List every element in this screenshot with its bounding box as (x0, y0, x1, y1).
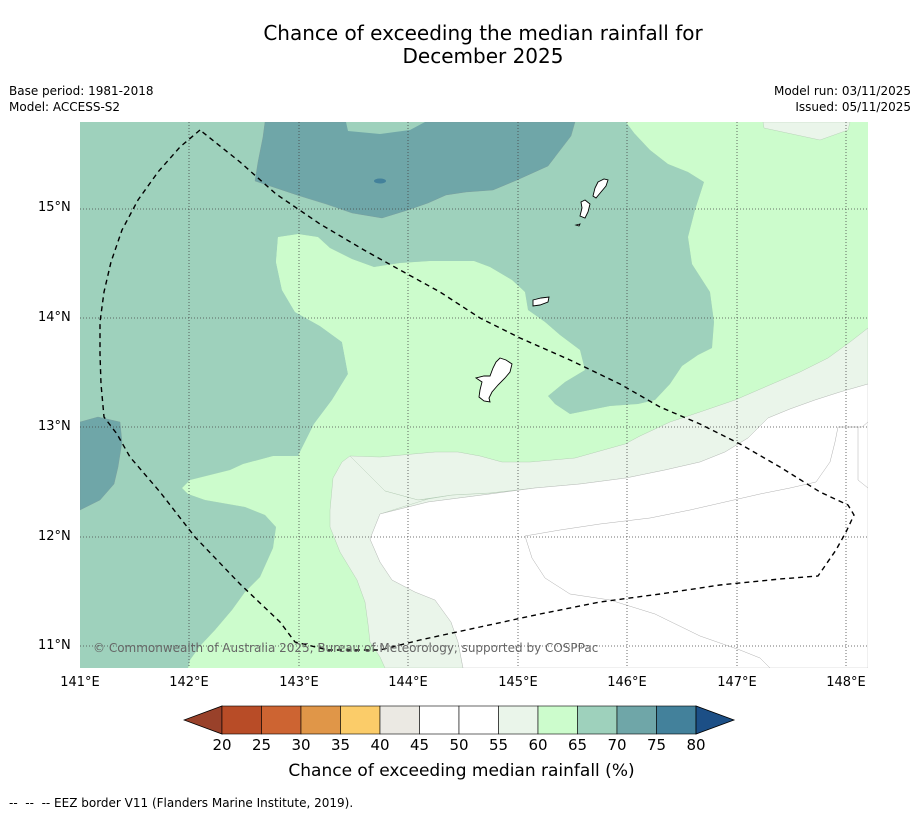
zone-70-75-west-b (80, 416, 123, 511)
issued-text: Issued: 05/11/2025 (795, 100, 911, 114)
copyright-text: © Commonwealth of Australia 2025, Bureau… (93, 641, 599, 655)
lon-label-141e: 141°E (60, 675, 100, 690)
colorbar-under-arrow (183, 705, 223, 735)
colorbar-tick-75: 75 (646, 736, 667, 754)
lon-label-148e: 148°E (826, 675, 866, 690)
lon-label-146e: 146°E (607, 675, 647, 690)
colorbar-swatch-30-35 (300, 705, 341, 735)
metadata-left: Base period: 1981-2018 Model: ACCESS-S2 (9, 83, 154, 115)
zone-45-55 (369, 383, 868, 668)
colorbar-tick-45: 45 (409, 736, 430, 754)
colorbar-label: Chance of exceeding median rainfall (%) (288, 761, 635, 781)
tinian-island (579, 199, 591, 219)
colorbar-swatch-40-45 (379, 705, 420, 735)
base-period-text: Base period: 1981-2018 (9, 84, 154, 98)
colorbar-tick-30: 30 (291, 736, 311, 754)
zone-inner-contour-b (857, 427, 868, 489)
zone-60-65-fill (182, 122, 868, 668)
colorbar-tick-25: 25 (251, 736, 272, 754)
colorbar-tick-55: 55 (488, 736, 509, 754)
zone-inner-contour (524, 421, 868, 668)
islands (474, 178, 609, 403)
model-text: Model: ACCESS-S2 (9, 100, 121, 114)
lat-label-11n: 11°N (38, 638, 71, 653)
colorbar-tick-35: 35 (330, 736, 351, 754)
colorbar-swatch-75-80 (656, 705, 697, 735)
colorbar-swatch-50-55 (458, 705, 499, 735)
lon-label-144e: 144°E (388, 675, 428, 690)
graticule (80, 122, 868, 668)
aguijan-island (574, 223, 581, 227)
colorbar-swatch-25-30 (261, 705, 302, 735)
lat-label-13n: 13°N (38, 419, 71, 434)
colorbar (183, 705, 736, 735)
lon-label-143e: 143°E (279, 675, 319, 690)
title-line-2: December 2025 (402, 44, 564, 68)
colorbar-over-arrow (695, 705, 736, 735)
colorbar-swatch-55-60 (498, 705, 539, 735)
lon-label-145e: 145°E (498, 675, 538, 690)
chart-title: Chance of exceeding the median rainfall … (0, 22, 919, 68)
zone-60-65-ne (762, 122, 851, 141)
zone-65-70-mask (80, 122, 714, 668)
zone-70-75-spot (374, 178, 386, 184)
lon-label-142e: 142°E (169, 675, 209, 690)
rota-island (532, 296, 550, 307)
lat-label-14n: 14°N (38, 310, 71, 325)
colorbar-tick-70: 70 (607, 736, 627, 754)
lon-label-147e: 147°E (717, 675, 757, 690)
title-line-1: Chance of exceeding the median rainfall … (263, 21, 703, 45)
colorbar-swatch-65-70 (577, 705, 618, 735)
model-run-text: Model run: 03/11/2025 (773, 84, 911, 98)
metadata-right: Model run: 03/11/2025 Issued: 05/11/2025 (774, 83, 911, 115)
colorbar-tick-50: 50 (449, 736, 469, 754)
eez-border (99, 129, 855, 651)
rainfall-map (80, 122, 868, 668)
lat-label-12n: 12°N (38, 529, 71, 544)
colorbar-tick-40: 40 (370, 736, 390, 754)
colorbar-swatch-35-40 (340, 705, 381, 735)
saipan-island (592, 178, 609, 199)
guam-island (474, 357, 513, 403)
colorbar-swatch-60-65 (537, 705, 578, 735)
colorbar-swatch-70-75 (616, 705, 657, 735)
eez-legend-footnote: -- -- -- EEZ border V11 (Flanders Marine… (9, 796, 354, 810)
colorbar-tick-20: 20 (212, 736, 232, 754)
colorbar-tick-60: 60 (528, 736, 548, 754)
colorbar-swatch-45-50 (419, 705, 460, 735)
colorbar-tick-65: 65 (567, 736, 588, 754)
colorbar-swatch-20-25 (221, 705, 262, 735)
colorbar-tick-80: 80 (686, 736, 706, 754)
lat-label-15n: 15°N (38, 200, 71, 215)
zone-65-70-patch-b (346, 122, 425, 134)
